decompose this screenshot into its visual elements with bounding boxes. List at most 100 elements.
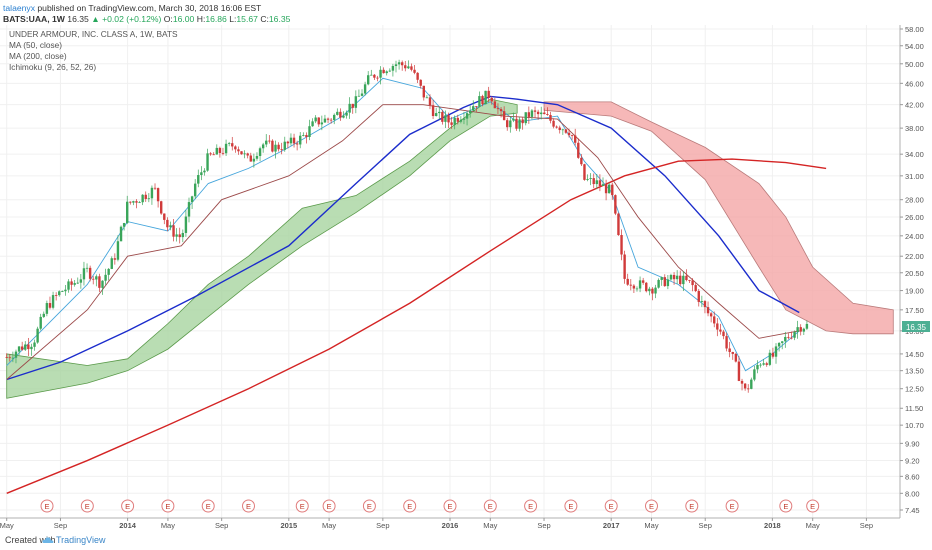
candle-body [688,280,691,281]
legend-ma200[interactable]: MA (200, close) [9,51,67,61]
candle-body [706,307,710,314]
candle-body [122,223,126,227]
x-tick-label: Sep [699,521,712,530]
candle-body [743,383,747,389]
candle-body [444,115,447,122]
candle-body [570,135,574,136]
candle-body [376,77,379,79]
candle-body [299,135,302,145]
y-tick-label: 42.00 [905,101,924,110]
candle-body [481,96,484,105]
candle-body [728,348,731,353]
price-chart[interactable]: E E E E E E E E E E E E E E E E E E E E 58.00 54.00 50.00 46.0… [0,25,932,532]
candle-body [805,323,809,329]
candle-body [527,112,531,117]
candle-body [150,187,154,199]
candle-body [611,184,614,196]
candle-body [589,178,592,179]
candle-body [753,369,756,380]
candle-body [675,275,679,280]
candle-body [515,118,518,129]
candle-body [200,172,203,176]
candle-body [153,187,157,189]
earnings-label: E [327,502,332,511]
candle-body [725,336,728,349]
candle-body [499,109,503,112]
close-value: 16.35 [268,14,291,24]
candle-body [385,71,388,74]
candle-body [70,281,73,285]
candle-body [280,149,283,151]
candle-body [314,117,317,122]
candle-body [11,357,15,359]
candle-body [82,268,86,280]
candle-body [651,288,654,294]
earnings-label: E [528,502,533,511]
candle-body [104,274,107,281]
candle-body [39,316,42,329]
candle-body [221,152,225,154]
candle-body [648,288,651,292]
candle-body [629,284,633,286]
candle-body [719,329,722,332]
candle-body [777,342,781,347]
candle-body [666,279,670,287]
candle-body [731,352,734,354]
candle-body [8,357,12,359]
candle-body [465,113,469,119]
candle-body [765,363,768,365]
y-tick-label: 58.00 [905,25,924,34]
candle-body [363,84,367,94]
candle-body [48,303,52,308]
y-tick-label: 8.00 [905,489,920,498]
candle-body [530,110,534,117]
earnings-label: E [45,502,50,511]
candle-body [58,291,61,296]
cloud-bullish [6,98,518,399]
candle-body [431,105,435,117]
earnings-marker [524,499,538,513]
earnings-label: E [125,502,130,511]
candle-body [203,170,206,173]
candle-body [147,198,151,200]
earnings-marker [362,499,376,513]
candle-body [135,201,138,203]
y-tick-label: 7.45 [905,506,920,515]
candle-body [320,122,324,125]
y-tick-label: 24.00 [905,232,924,241]
author-link[interactable]: talaenyx [3,3,36,13]
ichimoku-cloud [6,98,894,399]
candle-body [218,147,222,153]
earnings-marker [121,499,135,513]
candle-body [558,127,561,131]
candle-body [561,129,565,131]
earnings-label: E [407,502,412,511]
candle-body [206,153,209,171]
candle-body [305,135,308,137]
earnings-marker [685,499,699,513]
legend-ma50[interactable]: MA (50, close) [9,40,63,50]
candle-body [400,62,404,66]
x-tick-label: 2015 [280,521,297,530]
candle-body [438,111,441,114]
candle-body [73,283,76,285]
earnings-marker [725,499,739,513]
y-tick-label: 20.50 [905,269,924,278]
tradingview-brand[interactable]: TradingView [56,535,106,545]
candle-body [493,101,497,109]
candle-body [249,155,252,162]
candle-body [632,285,636,289]
candle-body [126,201,129,224]
candle-body [552,120,555,127]
candle-body [237,149,240,152]
earnings-label: E [783,502,788,511]
candle-body [101,280,104,288]
candle-body [641,280,645,283]
candle-body [227,143,231,144]
legend-ichimoku[interactable]: Ichimoku (9, 26, 52, 26) [9,62,97,72]
candle-body [793,331,796,338]
candle-body [76,282,79,284]
candle-body [197,175,200,184]
candle-body [747,388,750,390]
